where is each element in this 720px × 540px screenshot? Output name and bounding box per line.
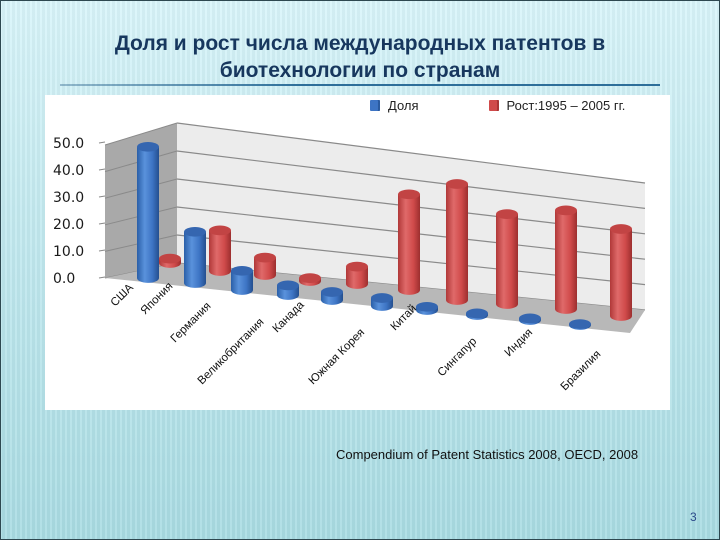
x-category-label: Великобритания — [196, 316, 267, 387]
bar — [231, 265, 253, 295]
bar — [184, 226, 206, 288]
bar — [569, 319, 591, 330]
legend-item-growth: Рост:1995 – 2005 гг. — [488, 98, 626, 113]
y-tick-label: 30.0 — [53, 190, 84, 206]
x-category-label: Германия — [169, 300, 214, 345]
bar — [159, 253, 181, 268]
x-category-label: Сингапур — [436, 336, 480, 380]
x-category-label: Южная Корея — [307, 327, 368, 388]
legend-swatch-red-icon — [488, 100, 499, 111]
bar — [209, 225, 231, 276]
legend-item-share: Доля — [370, 98, 419, 113]
bar — [321, 287, 343, 305]
title-divider — [60, 84, 660, 86]
chart-panel: 0.0 10.0 20.0 30.0 40.0 50.0 США Япония Германия… — [45, 95, 670, 410]
legend-label: Рост:1995 – 2005 гг. — [506, 98, 626, 113]
bar — [137, 141, 159, 283]
title-line-1: Доля и рост числа международных патентов… — [114, 32, 606, 55]
x-category-label: Канада — [271, 299, 307, 335]
y-tick-label: 20.0 — [53, 217, 84, 233]
chart-legend: Доля Рост:1995 – 2005 гг. — [370, 98, 625, 113]
legend-label: Доля — [388, 98, 419, 113]
bar — [466, 308, 488, 320]
bar — [610, 224, 632, 321]
bar — [416, 301, 438, 315]
x-category-label: Бразилия — [559, 348, 604, 393]
bar — [496, 209, 518, 309]
source-citation: Compendium of Patent Statistics 2008, OE… — [336, 447, 639, 462]
title-line-2: биотехнологии по странам — [219, 59, 501, 82]
bar — [555, 205, 577, 314]
bar — [446, 179, 468, 305]
x-category-label: Индия — [503, 327, 536, 360]
bar — [371, 293, 393, 311]
bar-chart-3d: 0.0 10.0 20.0 30.0 40.0 50.0 США ЯпонияГермания… — [53, 122, 646, 393]
x-category-label: Япония — [139, 280, 176, 317]
bar — [254, 252, 276, 280]
y-tick-label: 10.0 — [53, 244, 84, 260]
y-tick-label: 50.0 — [53, 136, 84, 152]
bar — [277, 280, 299, 300]
y-tick-label: 40.0 — [53, 163, 84, 179]
bar — [346, 261, 368, 289]
y-tick-label: 0.0 — [53, 271, 75, 287]
bar — [299, 273, 321, 286]
bar — [398, 189, 420, 295]
page-number: 3 — [690, 510, 697, 524]
slide-title: Доля и рост числа международных патентов… — [60, 30, 660, 84]
x-category-label: США — [109, 282, 136, 309]
legend-swatch-blue-icon — [370, 100, 380, 111]
bar — [519, 313, 541, 325]
